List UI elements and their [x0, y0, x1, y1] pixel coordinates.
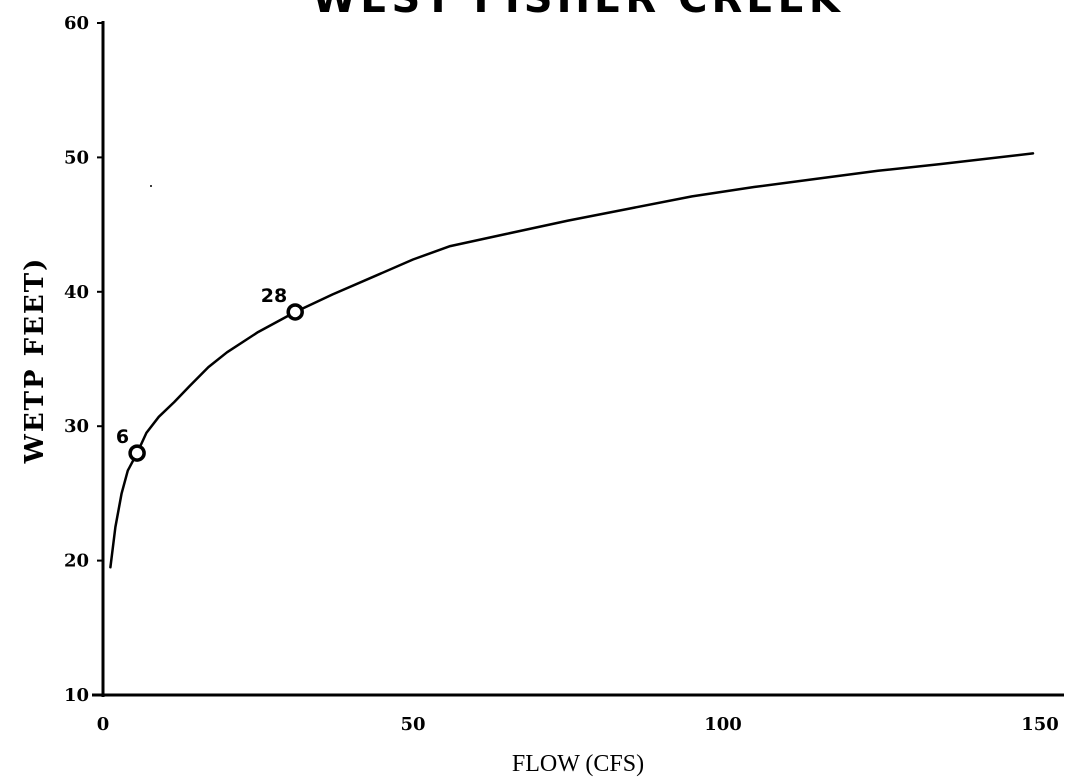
y-tick-label: 60	[64, 13, 89, 34]
data-point-label: 28	[261, 285, 287, 307]
x-tick-label: 100	[704, 714, 742, 735]
y-tick-label: 40	[64, 282, 89, 303]
x-axis-label: FLOW (CFS)	[512, 751, 644, 777]
chart-title: WEST FISHER CREEK	[312, 0, 844, 22]
y-tick-label: 20	[64, 551, 89, 572]
y-tick-label: 10	[64, 685, 89, 706]
data-points: 6 28	[116, 285, 304, 462]
series-line	[109, 152, 1035, 569]
x-tick-label: 0	[97, 714, 110, 735]
data-point-marker	[286, 303, 304, 321]
y-tick-label: 30	[64, 416, 89, 437]
y-axis-label: WETP FEET)	[20, 257, 50, 465]
x-tick-labels: 0 50 100 150	[97, 714, 1059, 735]
data-point-marker	[128, 444, 146, 462]
x-tick-label: 150	[1021, 714, 1059, 735]
x-tick-label: 50	[400, 714, 425, 735]
data-point-label: 6	[116, 426, 129, 448]
stray-dot	[150, 185, 152, 187]
y-tick-labels: 10 20 30 40 50 60	[64, 13, 103, 706]
y-tick-label: 50	[64, 147, 89, 168]
